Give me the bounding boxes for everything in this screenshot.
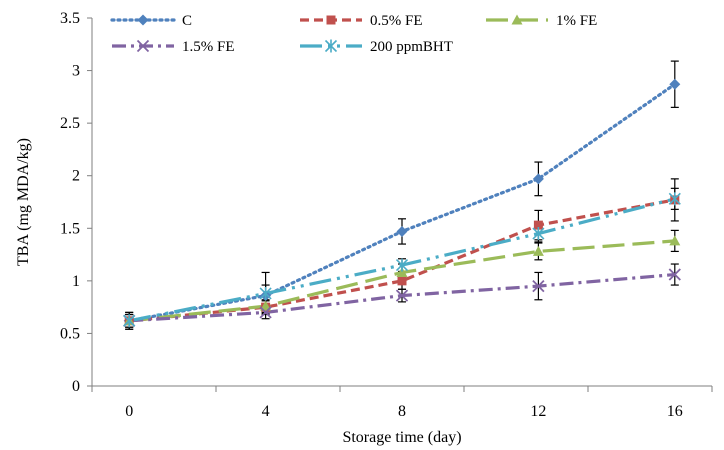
series-c-point bbox=[532, 173, 544, 185]
legend-item-0-5-fe: 0.5% FE bbox=[300, 13, 423, 29]
legend-item-1-fe: 1% FE bbox=[486, 13, 597, 29]
y-tick-label: 0 bbox=[72, 378, 80, 395]
series-1-5-fe-point bbox=[395, 289, 409, 302]
x-tick-label: 0 bbox=[125, 403, 133, 420]
legend-label: 0.5% FE bbox=[370, 13, 423, 29]
series-markers bbox=[123, 78, 681, 328]
legend-label: 1% FE bbox=[556, 13, 597, 29]
series-layer bbox=[123, 60, 681, 330]
legend-item-1-5-fe: 1.5% FE bbox=[112, 39, 235, 55]
legend-label: C bbox=[182, 13, 192, 29]
legend-item-200-ppmbht: 200 ppmBHT bbox=[300, 39, 453, 55]
series-c-point bbox=[396, 225, 408, 237]
marker-stroke bbox=[136, 39, 150, 53]
marker-stroke bbox=[532, 279, 545, 293]
y-tick-label: 1.5 bbox=[60, 220, 80, 237]
x-tick-label: 8 bbox=[398, 403, 406, 420]
series-1-fe-point bbox=[260, 300, 272, 311]
series-200-ppmbht-point bbox=[395, 258, 409, 272]
legend-swatch-marker bbox=[137, 14, 149, 26]
series-c-point bbox=[669, 78, 681, 90]
series-200-ppmbht-point bbox=[259, 286, 272, 300]
y-tick-label: 2 bbox=[72, 168, 80, 185]
series-1-5-fe-point bbox=[259, 306, 272, 319]
series-0-5-fe-point bbox=[533, 220, 543, 230]
legend-label: 200 ppmBHT bbox=[370, 39, 453, 55]
x-tick-label: 16 bbox=[667, 403, 683, 420]
legend-item-c: C bbox=[110, 13, 192, 29]
legend-swatch-marker bbox=[324, 39, 338, 53]
marker-stroke bbox=[395, 289, 409, 302]
marker-stroke bbox=[668, 268, 681, 281]
legend: C 0.5% FE 1% FE 1.5% FE 200 ppmBHT bbox=[110, 13, 597, 55]
error-bars bbox=[125, 60, 679, 330]
series-200-ppmbht-point bbox=[532, 227, 545, 241]
series-1-5-fe-point bbox=[532, 279, 545, 293]
series-200-ppmbht-point bbox=[668, 192, 681, 206]
series-1-fe-point bbox=[396, 266, 408, 277]
y-tick-label: 1 bbox=[72, 273, 80, 290]
x-axis-title: Storage time (day) bbox=[342, 429, 461, 446]
y-axis-title: TBA (mg MDA/kg) bbox=[15, 138, 32, 266]
marker-stroke bbox=[259, 306, 272, 319]
legend-swatch-marker bbox=[511, 14, 523, 25]
axes: 0 0.5 1 1.5 2 2.5 3 3.5 0 4 8 12 16 bbox=[60, 10, 713, 420]
legend-swatch-marker bbox=[326, 15, 336, 25]
y-tick-label: 3.5 bbox=[60, 10, 80, 27]
legend-swatch-marker bbox=[136, 39, 150, 53]
x-tick-label: 4 bbox=[262, 403, 270, 420]
y-tick-label: 3 bbox=[72, 63, 80, 80]
series-0-5-fe-point bbox=[397, 276, 407, 286]
legend-label: 1.5% FE bbox=[182, 39, 235, 55]
series-200-ppmbht-point bbox=[123, 314, 136, 328]
series-1-fe-point bbox=[669, 235, 681, 246]
x-tick-label: 12 bbox=[530, 403, 546, 420]
series-1-5-fe-point bbox=[668, 268, 681, 281]
y-tick-label: 2.5 bbox=[60, 115, 80, 132]
series-1-fe-point bbox=[532, 245, 544, 256]
y-tick-label: 0.5 bbox=[60, 325, 80, 342]
